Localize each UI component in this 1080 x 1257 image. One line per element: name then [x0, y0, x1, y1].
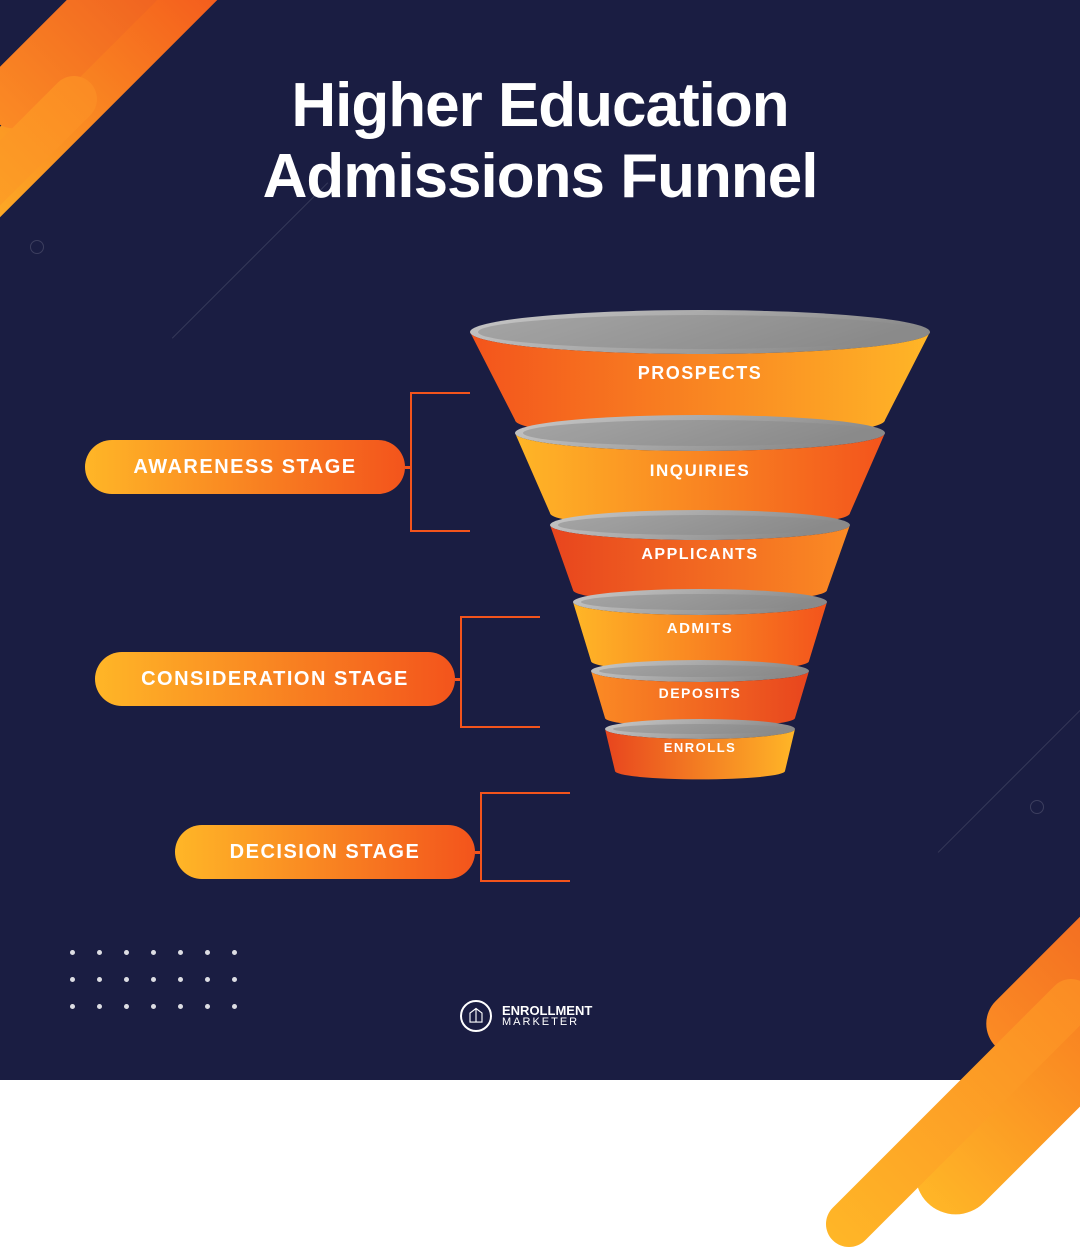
brand-logo-icon [460, 1000, 492, 1032]
decor-ring [30, 240, 44, 254]
dot [70, 977, 75, 982]
stage-bracket [460, 616, 540, 728]
dot [70, 1004, 75, 1009]
decor-ring [1030, 800, 1044, 814]
stage-pill-label: AWARENESS STAGE [133, 456, 356, 479]
dot [205, 950, 210, 955]
page-title: Higher Education Admissions Funnel [0, 70, 1080, 213]
dot [151, 1004, 156, 1009]
dot [124, 977, 129, 982]
funnel-segment-label: ADMITS [573, 620, 827, 637]
dot [70, 950, 75, 955]
dot [178, 1004, 183, 1009]
stage-pill-label: DECISION STAGE [230, 841, 421, 864]
dot [151, 977, 156, 982]
dot [124, 950, 129, 955]
decor-line [938, 668, 1080, 853]
brand-line-2: MARKETER [502, 1017, 592, 1028]
dot [205, 1004, 210, 1009]
dot [97, 950, 102, 955]
dot [232, 950, 237, 955]
dot [232, 977, 237, 982]
dot [178, 950, 183, 955]
stage-bracket [480, 792, 570, 882]
brand-lockup: ENROLLMENT MARKETER [460, 1000, 592, 1032]
stage-pill: AWARENESS STAGE [85, 440, 405, 494]
dot [97, 1004, 102, 1009]
dot [151, 950, 156, 955]
funnel-segment-label: APPLICANTS [550, 546, 850, 564]
title-line-2: Admissions Funnel [263, 142, 818, 211]
dot [97, 977, 102, 982]
dot [124, 1004, 129, 1009]
dot-grid-decor [70, 950, 237, 1009]
funnel-segment-label: INQUIRIES [515, 461, 885, 481]
funnel-segment-label: ENROLLS [605, 740, 795, 755]
title-line-1: Higher Education [291, 71, 788, 140]
dot [178, 977, 183, 982]
stage-pill: DECISION STAGE [175, 825, 475, 879]
stage-bracket [410, 392, 470, 532]
infographic-canvas: Higher Education Admissions Funnel PROSP… [0, 0, 1080, 1080]
stage-pill-label: CONSIDERATION STAGE [141, 668, 409, 691]
funnel-segment: ENROLLS [605, 719, 795, 791]
dot [205, 977, 210, 982]
dot [232, 1004, 237, 1009]
funnel-segment-label: PROSPECTS [470, 363, 930, 384]
funnel-segment-label: DEPOSITS [591, 685, 809, 701]
stage-pill: CONSIDERATION STAGE [95, 652, 455, 706]
